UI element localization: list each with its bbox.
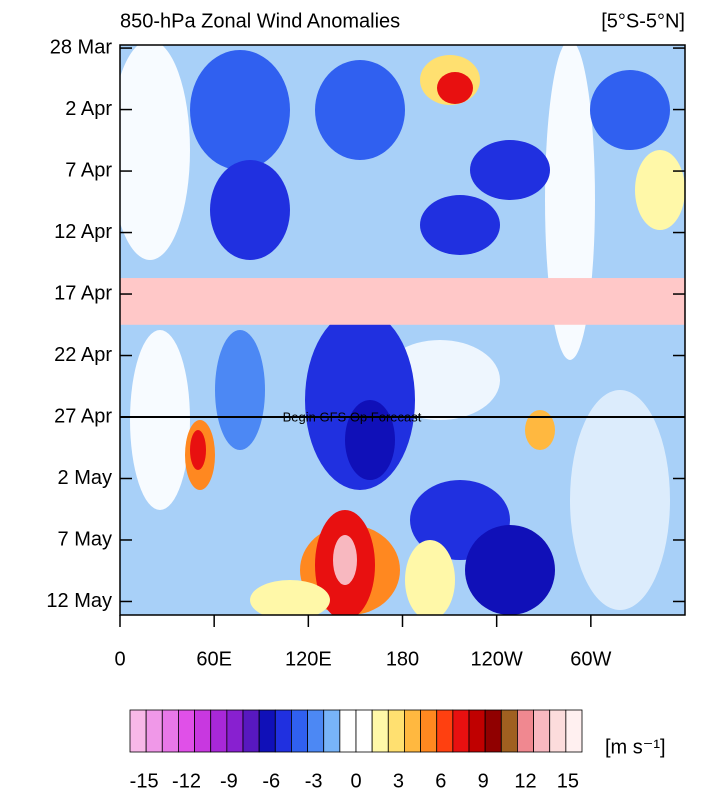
colorbar-box xyxy=(129,709,147,753)
colorbar-box xyxy=(371,709,389,753)
colorbar-box xyxy=(258,709,276,753)
missing-band xyxy=(120,278,685,325)
colorbar-box xyxy=(178,709,195,753)
colorbar-box xyxy=(533,709,551,753)
colorbar-box xyxy=(226,709,244,753)
colorbar-label: 0 xyxy=(350,770,361,792)
colorbar-label: 6 xyxy=(435,770,446,792)
colorbar-label: -15 xyxy=(130,770,159,792)
x-tick-label: 180 xyxy=(386,648,419,670)
colorbar-box xyxy=(565,709,583,753)
colorbar-box xyxy=(242,709,260,753)
colorbar-box xyxy=(452,709,470,753)
colorbar-box xyxy=(436,709,454,753)
y-tick-label: 7 Apr xyxy=(65,159,112,181)
colorbar-box xyxy=(307,709,325,753)
y-tick-label: 2 May xyxy=(58,467,112,489)
colorbar-label: 3 xyxy=(393,770,404,792)
x-tick-label: 120E xyxy=(285,648,332,670)
y-tick-label: 7 May xyxy=(58,528,112,550)
colorbar-box xyxy=(500,709,518,753)
colorbar-box xyxy=(420,709,438,753)
x-tick-label: 0 xyxy=(114,648,125,670)
x-tick-label: 60W xyxy=(570,648,611,670)
colorbar-label: 12 xyxy=(514,770,536,792)
y-tick-label: 2 Apr xyxy=(65,98,112,120)
y-tick-label: 12 May xyxy=(46,590,112,612)
colorbar-box xyxy=(274,709,292,753)
colorbar-box xyxy=(549,709,567,753)
x-tick-label: 120W xyxy=(471,648,523,670)
forecast-label: Begin GFS Op Forecast xyxy=(283,409,422,424)
y-tick-label: 27 Apr xyxy=(54,405,112,427)
colorbar-box xyxy=(145,709,163,753)
colorbar-label: -6 xyxy=(262,770,280,792)
colorbar-box xyxy=(210,709,228,753)
colorbar-box xyxy=(194,709,212,753)
y-tick-label: 17 Apr xyxy=(54,282,112,304)
colorbar-label: 15 xyxy=(557,770,579,792)
field xyxy=(120,45,685,615)
colorbar-label: 9 xyxy=(478,770,489,792)
colorbar-box xyxy=(323,709,341,753)
colorbar-box xyxy=(468,709,486,753)
colorbar-label: -3 xyxy=(305,770,323,792)
colorbar-box xyxy=(339,709,357,753)
colorbar-box xyxy=(161,709,179,753)
y-tick-label: 12 Apr xyxy=(54,221,112,243)
x-tick-label: 60E xyxy=(196,648,232,670)
colorbar-label: -12 xyxy=(172,770,201,792)
colorbar-unit: [m s⁻¹] xyxy=(605,736,666,758)
colorbar-box xyxy=(387,709,405,753)
colorbar-label: -9 xyxy=(220,770,238,792)
y-tick-label: 22 Apr xyxy=(54,344,112,366)
y-tick-label: 28 Mar xyxy=(50,36,113,58)
colorbar-box xyxy=(484,709,502,753)
colorbar-box xyxy=(404,709,421,753)
colorbar-box xyxy=(517,709,534,753)
colorbar-box xyxy=(355,709,373,753)
chart-title: 850-hPa Zonal Wind Anomalies xyxy=(120,10,400,32)
colorbar-box xyxy=(291,709,308,753)
region-label: [5°S-5°N] xyxy=(601,10,685,32)
